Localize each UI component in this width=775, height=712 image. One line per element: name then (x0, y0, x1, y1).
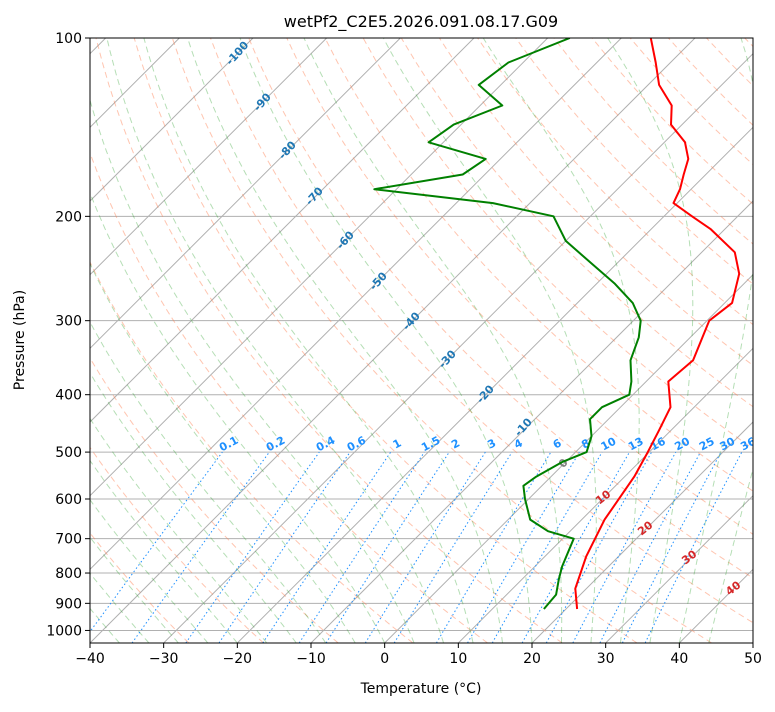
chart-title: wetPf2_C2E5.2026.091.08.17.G09 (284, 12, 558, 32)
y-tick-label: 300 (55, 314, 82, 330)
x-axis-label: Temperature (°C) (360, 681, 482, 697)
y-tick-label: 700 (55, 532, 82, 548)
x-tick-label: 40 (670, 651, 688, 667)
y-tick-label: 800 (55, 566, 82, 582)
x-tick-label: 30 (597, 651, 615, 667)
x-tick-label: −20 (223, 651, 253, 667)
x-tick-label: −30 (149, 651, 179, 667)
y-tick-label: 100 (55, 31, 82, 47)
x-tick-label: 50 (744, 651, 762, 667)
y-tick-label: 500 (55, 445, 82, 461)
y-tick-label: 900 (55, 596, 82, 612)
y-tick-label: 400 (55, 388, 82, 404)
y-tick-label: 1000 (46, 623, 82, 639)
y-tick-label: 200 (55, 209, 82, 225)
x-tick-label: 0 (380, 651, 389, 667)
y-axis-label: Pressure (hPa) (12, 290, 28, 390)
x-tick-label: −10 (296, 651, 326, 667)
x-tick-label: −40 (75, 651, 105, 667)
x-tick-label: 10 (449, 651, 467, 667)
x-tick-label: 20 (523, 651, 541, 667)
y-tick-label: 600 (55, 492, 82, 508)
